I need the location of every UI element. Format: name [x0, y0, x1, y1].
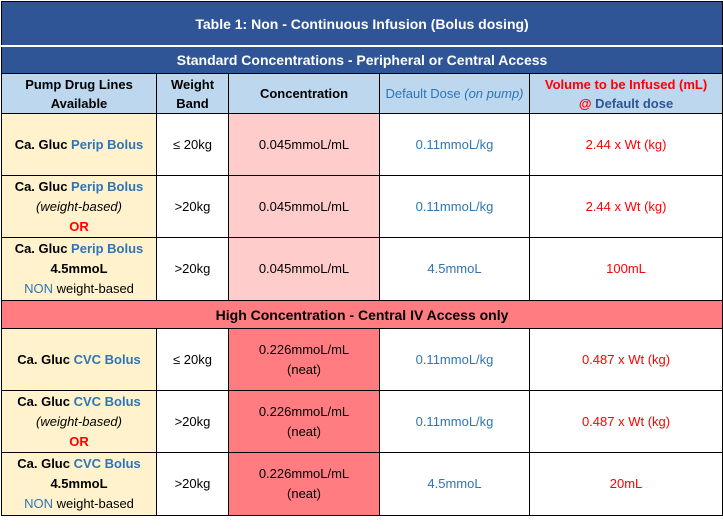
header-pump-line2: Available [50, 95, 108, 111]
drug-line-cell: Ca. Gluc CVC Bolus (weight-based) OR [1, 390, 157, 453]
header-volume-main: Volume to be Infused (mL) [544, 76, 708, 92]
concentration-note: (neat) [287, 361, 321, 377]
default-dose-cell: 0.11mmoL/kg [379, 328, 530, 391]
volume-cell: 2.44 x Wt (kg) [528, 113, 723, 176]
concentration-note: (neat) [287, 486, 321, 501]
header-volume-infused: Volume to be Infused (mL) @ Default dose [528, 73, 723, 114]
drug-line-type: Perip Bolus [71, 178, 144, 194]
volume-cell: 100mL [528, 237, 723, 301]
weight-band-cell: >20kg [156, 175, 229, 238]
concentration-cell: 0.226mmoL/mL (neat) [228, 390, 380, 453]
volume-cell: 2.44 x Wt (kg) [528, 175, 723, 238]
concentration-cell: 0.045mmoL/mL [228, 113, 380, 176]
drug-name: Ca. Gluc [17, 351, 74, 367]
volume-cell: 0.487 x Wt (kg) [528, 328, 723, 391]
volume-cell: 0.487 x Wt (kg) [528, 390, 723, 453]
drug-line-cell: Ca. Gluc Perip Bolus (weight-based) OR [1, 175, 157, 238]
weight-band-cell: ≤ 20kg [156, 113, 229, 176]
header-default-dose-main: Default Dose [385, 86, 465, 101]
drug-name: Ca. Gluc [17, 456, 74, 471]
weight-band-cell: >20kg [156, 237, 229, 301]
drug-line-cell: Ca. Gluc CVC Bolus [1, 328, 157, 391]
header-default-dose-note: (on pump) [464, 86, 524, 101]
drug-non-label: NON [24, 496, 53, 511]
table-row: Ca. Gluc CVC Bolus ≤ 20kg 0.226mmoL/mL (… [1, 328, 723, 391]
drug-name: Ca. Gluc [14, 178, 72, 194]
concentration-cell: 0.045mmoL/mL [228, 237, 380, 301]
default-dose-cell: 0.11mmoL/kg [379, 175, 530, 238]
header-weight-band: Weight Band [156, 73, 229, 114]
table-row: Ca. Gluc CVC Bolus 4.5mmoL NON weight-ba… [1, 452, 723, 516]
drug-line-type: Perip Bolus [71, 136, 144, 152]
default-dose-cell: 0.11mmoL/kg [379, 113, 530, 176]
header-concentration: Concentration [228, 73, 380, 114]
drug-name: Ca. Gluc [14, 136, 72, 152]
drug-fixed-amount: 4.5mmoL [50, 476, 108, 491]
bolus-dosing-table: Table 1: Non - Continuous Infusion (Bolu… [0, 1, 723, 516]
weight-band-cell: >20kg [156, 452, 229, 516]
drug-non-label: NON [24, 281, 53, 296]
default-dose-cell: 4.5mmoL [379, 237, 530, 301]
concentration-cell: 0.045mmoL/mL [228, 175, 380, 238]
drug-name: Ca. Gluc [17, 393, 74, 409]
concentration-cell: 0.226mmoL/mL (neat) [228, 328, 380, 391]
concentration-value: 0.226mmoL/mL [258, 341, 350, 357]
drug-weight-based-label: weight-based [52, 281, 134, 296]
weight-band-cell: ≤ 20kg [156, 328, 229, 391]
concentration-cell: 0.226mmoL/mL (neat) [228, 452, 380, 516]
header-default-dose: Default Dose (on pump) [379, 73, 530, 114]
header-weight-line1: Weight [170, 76, 215, 92]
drug-line-type: CVC Bolus [73, 393, 141, 409]
drug-or-label: OR [69, 218, 89, 234]
drug-name: Ca. Gluc [14, 241, 72, 256]
concentration-value: 0.226mmoL/mL [258, 466, 350, 481]
drug-weight-based-note: (weight-based) [36, 413, 122, 429]
drug-line-type: Perip Bolus [71, 241, 144, 256]
drug-weight-based-note: (weight-based) [36, 198, 122, 214]
concentration-note: (neat) [287, 423, 321, 439]
default-dose-cell: 0.11mmoL/kg [379, 390, 530, 453]
header-volume-default: Default dose [591, 95, 674, 111]
drug-line-cell: Ca. Gluc Perip Bolus [1, 113, 157, 176]
header-pump-drug-lines: Pump Drug Lines Available [1, 73, 157, 114]
table-row: Ca. Gluc Perip Bolus 4.5mmoL NON weight-… [1, 237, 723, 301]
header-volume-at: @ [578, 95, 592, 111]
drug-line-cell: Ca. Gluc CVC Bolus 4.5mmoL NON weight-ba… [1, 452, 157, 516]
high-concentration-section-header: High Concentration - Central IV Access o… [0, 300, 723, 329]
volume-cell: 20mL [528, 452, 723, 516]
header-weight-line2: Band [176, 95, 209, 111]
column-header-row: Pump Drug Lines Available Weight Band Co… [1, 73, 723, 114]
drug-line-type: CVC Bolus [73, 456, 141, 471]
weight-band-cell: >20kg [156, 390, 229, 453]
table-title: Table 1: Non - Continuous Infusion (Bolu… [0, 1, 723, 47]
drug-fixed-amount: 4.5mmoL [50, 261, 108, 276]
header-pump-line1: Pump Drug Lines [25, 76, 133, 92]
standard-section-header: Standard Concentrations - Peripheral or … [0, 45, 723, 74]
concentration-value: 0.226mmoL/mL [258, 403, 350, 419]
table-row: Ca. Gluc CVC Bolus (weight-based) OR >20… [1, 390, 723, 453]
drug-weight-based-label: weight-based [52, 496, 134, 511]
default-dose-cell: 4.5mmoL [379, 452, 530, 516]
table-row: Ca. Gluc Perip Bolus ≤ 20kg 0.045mmoL/mL… [1, 113, 723, 176]
drug-or-label: OR [69, 433, 89, 449]
drug-line-cell: Ca. Gluc Perip Bolus 4.5mmoL NON weight-… [1, 237, 157, 301]
drug-line-type: CVC Bolus [73, 351, 141, 367]
table-row: Ca. Gluc Perip Bolus (weight-based) OR >… [1, 175, 723, 238]
